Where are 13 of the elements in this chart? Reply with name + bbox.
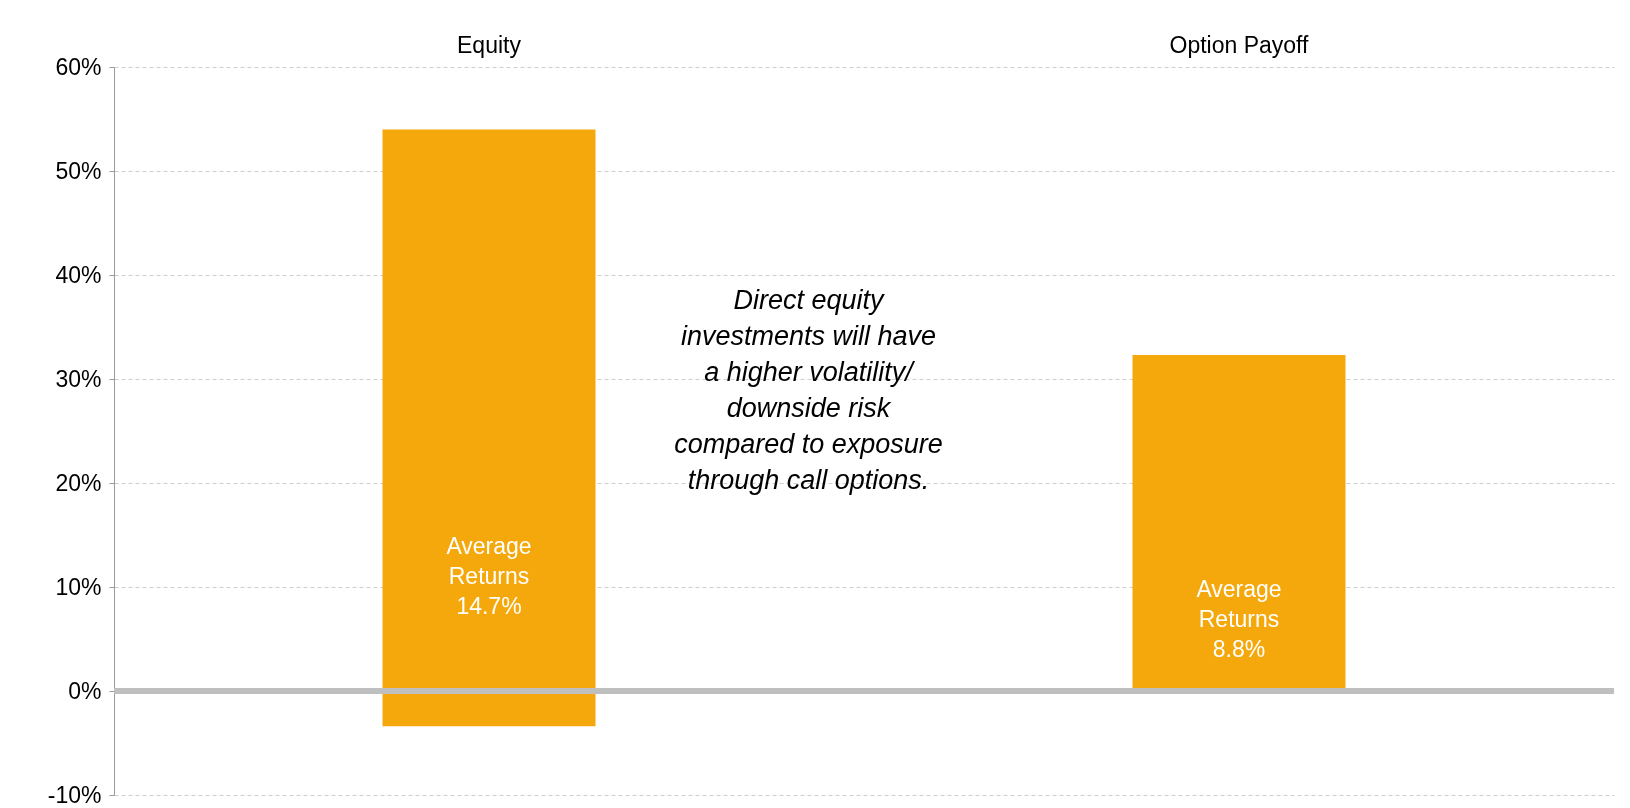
y-tick-label: 50% <box>55 157 102 184</box>
y-tick-label: 20% <box>55 469 102 496</box>
annotation: Average Returns 8.8% <box>1196 576 1282 663</box>
x-tick-label: Equity <box>457 31 522 58</box>
y-tick-label: 10% <box>55 573 102 600</box>
annotation: Average Returns 14.7% <box>446 533 532 620</box>
y-tick-label: -10% <box>47 781 102 808</box>
y-tick-label: 30% <box>55 365 102 392</box>
y-tick-label: 40% <box>55 261 102 288</box>
y-tick-label: 60% <box>55 53 102 80</box>
x-tick-label: Option Payoff <box>1169 31 1310 58</box>
y-tick-label: 0% <box>68 677 102 704</box>
annotation: Direct equity investments will have a higher volatility/ downside risk compared to exposure through call options. <box>674 285 943 496</box>
